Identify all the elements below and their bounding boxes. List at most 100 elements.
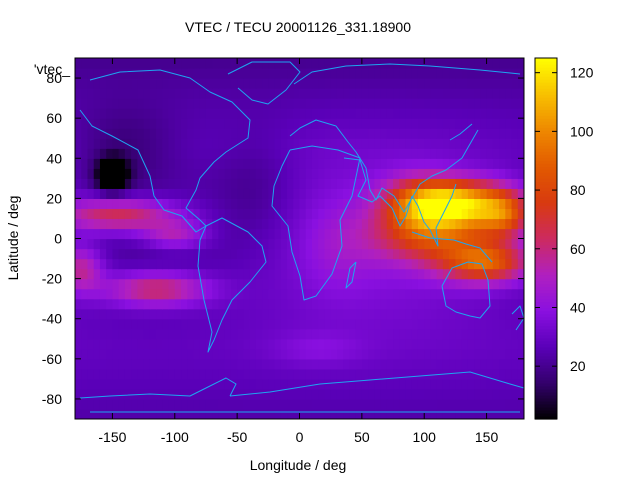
colorbar-segment <box>535 349 557 354</box>
heatmap-cell <box>293 368 301 380</box>
heatmap-cell <box>237 68 244 79</box>
heatmap-cell <box>343 238 350 250</box>
heatmap-cell <box>424 358 432 370</box>
heatmap-cell <box>149 168 157 179</box>
heatmap-cell <box>112 108 120 119</box>
heatmap-cell <box>268 318 276 330</box>
colorbar-segment <box>535 91 557 95</box>
heatmap-cell <box>467 148 475 159</box>
heatmap-cell <box>112 88 120 99</box>
heatmap-cell <box>162 118 170 129</box>
heatmap-cell <box>230 118 238 129</box>
colorbar-segment <box>535 376 557 381</box>
heatmap-cell <box>218 118 226 129</box>
heatmap-cell <box>106 118 114 129</box>
heatmap-cell <box>268 278 276 290</box>
heatmap-cell <box>131 158 138 169</box>
heatmap-cell <box>156 178 163 189</box>
heatmap-cell <box>393 208 400 220</box>
heatmap-cell <box>168 278 176 290</box>
heatmap-cell <box>268 288 276 300</box>
heatmap-cell <box>430 168 438 179</box>
heatmap-cell <box>424 278 432 290</box>
heatmap-cell <box>230 398 238 410</box>
heatmap-cell <box>318 58 326 69</box>
heatmap-cell <box>75 58 82 69</box>
heatmap-cell <box>417 148 425 159</box>
heatmap-cell <box>193 338 201 350</box>
heatmap-cell <box>187 98 195 109</box>
heatmap-cell <box>124 108 132 119</box>
heatmap-cell <box>187 378 195 390</box>
heatmap-cell <box>262 338 269 350</box>
heatmap-cell <box>287 308 294 320</box>
heatmap-cell <box>336 388 344 400</box>
heatmap-cell <box>112 238 120 250</box>
heatmap-cell <box>205 388 213 400</box>
heatmap-cell <box>162 408 170 419</box>
heatmap-cell <box>355 108 363 119</box>
heatmap-cell <box>330 318 338 330</box>
heatmap-cell <box>505 78 513 89</box>
heatmap-cell <box>380 258 388 270</box>
heatmap-cell <box>224 68 232 79</box>
heatmap-cell <box>230 298 238 310</box>
heatmap-cell <box>499 318 506 330</box>
heatmap-cell <box>305 308 313 320</box>
heatmap-cell <box>218 268 226 280</box>
heatmap-cell <box>361 118 369 129</box>
heatmap-cell <box>311 288 319 300</box>
heatmap-cell <box>368 318 375 330</box>
heatmap-cell <box>149 158 157 169</box>
heatmap-cell <box>87 308 95 320</box>
heatmap-cell <box>480 178 488 189</box>
colorbar-segment <box>535 244 557 249</box>
heatmap-cell <box>405 358 413 370</box>
heatmap-cell <box>112 288 120 300</box>
heatmap-cell <box>99 88 107 99</box>
colorbar-segment <box>535 187 557 191</box>
heatmap-cell <box>249 178 257 189</box>
heatmap-cell <box>330 58 338 69</box>
heatmap-cell <box>168 218 176 230</box>
heatmap-cell <box>474 388 481 400</box>
colorbar-segment <box>535 313 557 318</box>
heatmap-cell <box>311 88 319 99</box>
heatmap-cell <box>199 398 207 410</box>
heatmap-cell <box>212 278 220 290</box>
heatmap-cell <box>156 98 163 109</box>
heatmap-cell <box>143 208 151 220</box>
heatmap-cell <box>330 98 338 109</box>
heatmap-cell <box>149 268 157 280</box>
heatmap-cell <box>280 288 288 300</box>
heatmap-cell <box>436 238 444 250</box>
heatmap-cell <box>393 98 400 109</box>
heatmap-cell <box>380 328 388 340</box>
heatmap-cell <box>486 258 494 270</box>
heatmap-cell <box>112 138 120 149</box>
heatmap-cell <box>293 58 301 69</box>
colorbar-segment <box>535 124 557 128</box>
heatmap-cell <box>280 248 288 260</box>
heatmap-cell <box>393 198 400 210</box>
heatmap-cell <box>424 188 432 199</box>
heatmap-cell <box>480 258 488 270</box>
heatmap-cell <box>424 208 432 220</box>
heatmap-cell <box>368 208 375 220</box>
heatmap-cell <box>187 348 195 360</box>
heatmap-cell <box>168 388 176 400</box>
heatmap-cell <box>424 388 432 400</box>
heatmap-cell <box>442 148 450 159</box>
heatmap-cell <box>324 328 332 340</box>
heatmap-cell <box>280 398 288 410</box>
heatmap-cell <box>224 408 232 419</box>
colorbar-segment <box>535 67 557 71</box>
heatmap-cell <box>355 328 363 340</box>
heatmap-cell <box>405 98 413 109</box>
heatmap-cell <box>380 318 388 330</box>
heatmap-cell <box>405 388 413 400</box>
heatmap-cell <box>87 158 95 169</box>
heatmap-cell <box>224 78 232 89</box>
heatmap-cell <box>424 108 432 119</box>
heatmap-cell <box>474 128 481 139</box>
